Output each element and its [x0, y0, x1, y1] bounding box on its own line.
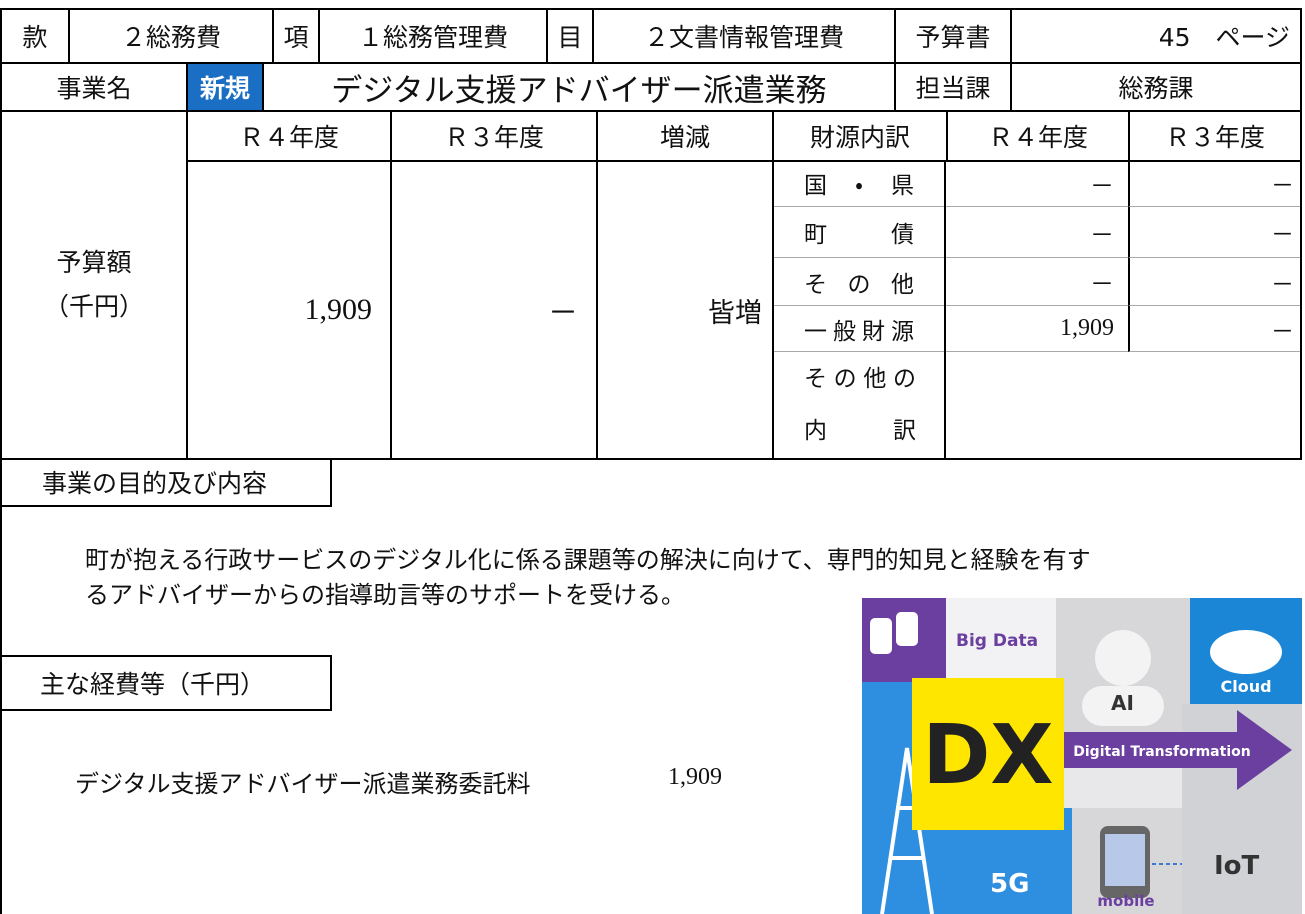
- column-divider: [944, 160, 946, 458]
- source-name: 一般財源: [774, 306, 944, 352]
- source-name: 町債: [774, 207, 944, 258]
- source-name: その他: [774, 258, 944, 306]
- source-name-text: その他: [804, 271, 914, 298]
- project-name: デジタル支援アドバイザー派遣業務: [262, 62, 896, 112]
- illustration-label: mobile: [1097, 892, 1154, 910]
- source-frame: [772, 160, 1302, 460]
- value-cell: ２文書情報管理費: [592, 8, 896, 64]
- label-line: 予算額: [56, 248, 132, 277]
- illustration-label: Cloud: [1220, 677, 1271, 696]
- value-cell: 皆増: [596, 160, 774, 460]
- column-header: 財源内訳: [772, 110, 948, 162]
- label-line: 内訳: [804, 418, 916, 444]
- expense-name: デジタル支援アドバイザー派遣業務委託料: [75, 772, 531, 798]
- frame-left: [0, 458, 2, 914]
- source-name: 国・県: [774, 160, 944, 207]
- value-cell: －: [390, 160, 598, 460]
- illustration-label: AI: [1111, 691, 1134, 715]
- source-r3: －: [1128, 207, 1300, 258]
- source-r4: －: [946, 160, 1128, 207]
- other-breakdown: その他の 内訳: [774, 352, 946, 458]
- value-cell: １総務管理費: [318, 8, 548, 64]
- page-ref: 45 ページ: [1010, 8, 1302, 64]
- source-r4: －: [946, 207, 1128, 258]
- new-badge: 新規: [186, 62, 264, 112]
- source-name-text: 一般財源: [804, 318, 914, 345]
- expense-amount: 1,909: [668, 764, 722, 790]
- dx-illustration: Big Data AI Cloud DX Digital Transformat…: [862, 598, 1302, 914]
- source-r3: －: [1128, 258, 1300, 306]
- column-header: Ｒ３年度: [1128, 110, 1302, 162]
- label-cell: 担当課: [894, 62, 1012, 112]
- illustration-label: Digital Transformation: [1073, 744, 1250, 760]
- label-cell: 事業名: [0, 62, 188, 112]
- column-header: Ｒ４年度: [186, 110, 392, 162]
- section-heading: 事業の目的及び内容: [0, 458, 332, 507]
- source-r4: 1,909: [946, 306, 1128, 352]
- illustration-label: 5G: [990, 869, 1029, 899]
- label-line: その他の: [804, 366, 916, 392]
- purpose-line: 町が抱える行政サービスのデジタル化に係る課題等の解決に向けて、専門的知見と経験を…: [85, 548, 1091, 574]
- illustration-label: IoT: [1214, 851, 1260, 881]
- label-cell: 款: [0, 8, 70, 64]
- label-line: （千円）: [43, 292, 144, 321]
- column-header: 増減: [596, 110, 774, 162]
- column-header: Ｒ４年度: [946, 110, 1130, 162]
- label-cell: 予算書: [894, 8, 1012, 64]
- column-header: Ｒ３年度: [390, 110, 598, 162]
- source-r3: －: [1128, 160, 1300, 207]
- label-cell: 項: [272, 8, 320, 64]
- illustration-label: Big Data: [956, 631, 1038, 651]
- illustration-label: DX: [922, 708, 1053, 803]
- budget-label: 予算額 （千円）: [0, 110, 188, 460]
- source-r4: －: [946, 258, 1128, 306]
- source-name-text: 町債: [804, 222, 914, 248]
- value-cell: 総務課: [1010, 62, 1302, 112]
- value-cell: ２総務費: [68, 8, 274, 64]
- purpose-line: るアドバイザーからの指導助言等のサポートを受ける。: [85, 583, 685, 609]
- section-heading: 主な経費等（千円）: [0, 655, 332, 711]
- source-r3: －: [1128, 306, 1300, 352]
- source-name-text: 国・県: [804, 173, 914, 199]
- value-cell: 1,909: [186, 160, 392, 460]
- label-cell: 目: [546, 8, 594, 64]
